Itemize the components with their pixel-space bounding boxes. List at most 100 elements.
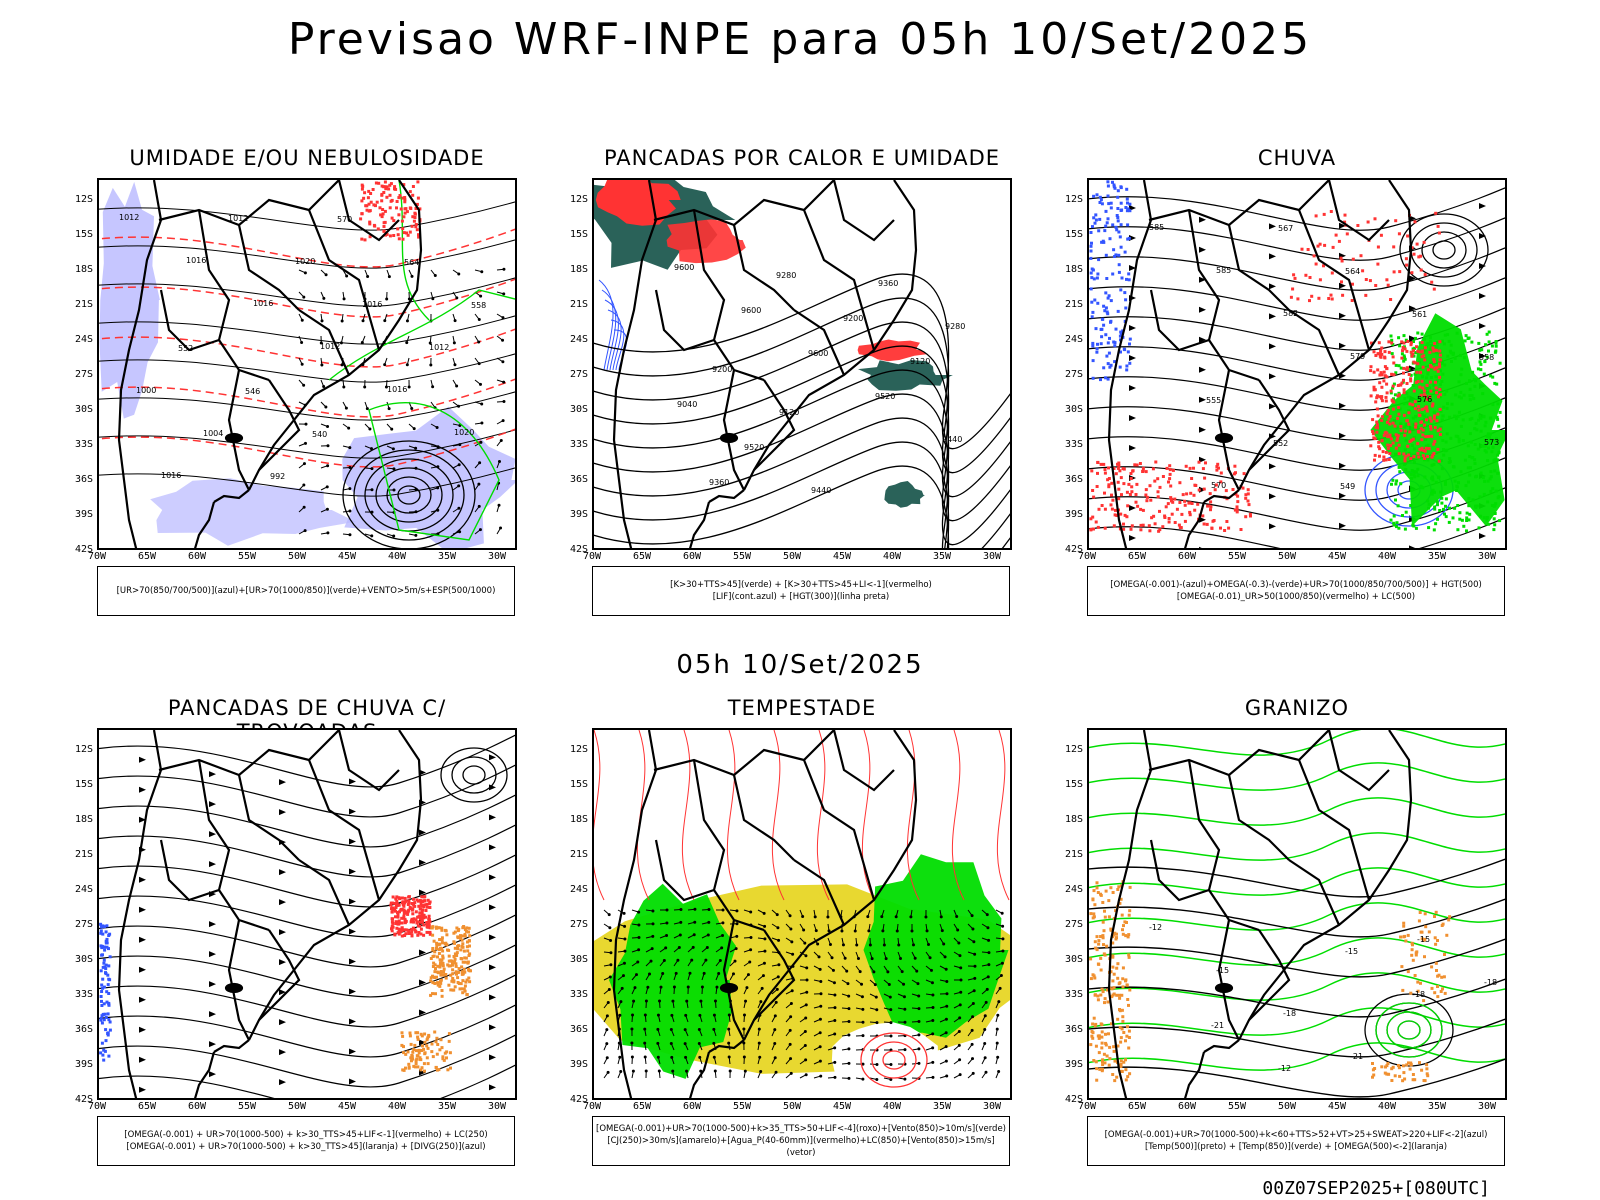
latitude-label: 27S <box>74 369 93 380</box>
longitude-label: 65W <box>137 551 157 562</box>
longitude-label: 60W <box>682 551 702 562</box>
legend-box: [OMEGA(-0.001)+UR>70(1000-500)+k>35_TTS>… <box>592 1116 1010 1166</box>
streamlines <box>99 734 515 1098</box>
longitude-label: 35W <box>932 1101 952 1112</box>
latitude-label: 15S <box>1064 229 1083 240</box>
contour-label: 9200 <box>712 365 732 374</box>
footer-run-info: 00Z07SEP2025+[080UTC] <box>1262 1178 1490 1199</box>
contour-labels: 585 585 582 579 576 573 570 567 564 561 558 555 552 5… <box>1149 223 1499 491</box>
geopotential-contours <box>594 273 1010 548</box>
latitude-label: 15S <box>74 779 93 790</box>
contour-label: 582 <box>1283 309 1298 318</box>
latitude-label: 30S <box>1064 954 1083 965</box>
longitude-label: 50W <box>1277 1101 1297 1112</box>
contour-labels: 1012 1016 1016 1012 1016 1020 1016 1012 1020 1016… <box>119 213 486 481</box>
legend-box: [OMEGA(-0.001)-(azul)+OMEGA(-0.3)-(verde… <box>1087 566 1505 616</box>
latitude-label: 21S <box>1064 849 1083 860</box>
map-panel-tempestade <box>592 728 1012 1100</box>
longitude-label: 50W <box>782 551 802 562</box>
map-canvas <box>594 730 1010 1098</box>
coastline-borders <box>1107 730 1413 1098</box>
contour-label: 573 <box>1484 438 1499 447</box>
contour-label: 9200 <box>843 314 863 323</box>
contour-label: 570 <box>337 215 352 224</box>
contour-label: 561 <box>1412 310 1427 319</box>
longitude-label: 70W <box>582 551 602 562</box>
longitude-label: 65W <box>632 1101 652 1112</box>
map-panel-pancadas-por-calor-e-umidade: 9600 9600 9600 9520 9440 9360 9280 9200 9120 9040… <box>592 178 1012 550</box>
longitude-label: 30W <box>487 1101 507 1112</box>
longitude-label: 65W <box>632 551 652 562</box>
legend-line: [Temp(500)](preto) + [Temp(850)](verde) … <box>1144 1142 1448 1152</box>
legend-line: [OMEGA(-0.001)+UR>70(1000-500)+k<60+TTS>… <box>1104 1130 1488 1140</box>
latitude-label: 15S <box>1064 779 1083 790</box>
divergence-blue-cells <box>99 922 112 1062</box>
contour-label: 1012 <box>119 213 139 222</box>
coastline-borders <box>1107 180 1413 548</box>
legend-line: [UR>70(850/700/500)](azul)+[UR>70(1000/8… <box>116 586 496 596</box>
longitude-label: 70W <box>582 1101 602 1112</box>
latitude-label: 12S <box>569 744 588 755</box>
contour-label: 9360 <box>709 478 729 487</box>
latitude-label: 36S <box>569 474 588 485</box>
contour-label: 585 <box>1149 223 1164 232</box>
longitude-label: 70W <box>87 1101 107 1112</box>
latitude-label: 39S <box>569 509 588 520</box>
thunderstorm-orange-cells <box>400 1030 452 1073</box>
calm-white-area <box>831 1022 940 1098</box>
longitude-label: 55W <box>1227 551 1247 562</box>
panel-title-pancadas-por-calor-e-umidade: PANCADAS POR CALOR E UMIDADE <box>603 146 1001 170</box>
rain-red-cells <box>1089 460 1252 533</box>
contour-label: 564 <box>1345 267 1360 276</box>
latitude-label: 39S <box>74 1059 93 1070</box>
contour-label: 552 <box>1273 439 1288 448</box>
main-title: Previsao WRF-INPE para 05h 10/Set/2025 <box>287 14 1313 65</box>
latitude-label: 39S <box>1064 509 1083 520</box>
latitude-label: 42S <box>74 544 93 555</box>
longitude-label: 60W <box>682 1101 702 1112</box>
legend-line: [OMEGA(-0.001) + UR>70(1000-500) + k>30_… <box>124 1130 488 1140</box>
contour-label: 1016 <box>186 256 206 265</box>
temp500-contours <box>1089 858 1505 1098</box>
longitude-label: 30W <box>1477 1101 1497 1112</box>
map-panel-chuva: 585 585 582 579 576 573 570 567 564 561 558 555 552 5… <box>1087 178 1507 550</box>
panel-title-granizo: GRANIZO <box>1244 696 1350 720</box>
contour-label: 9040 <box>677 400 697 409</box>
humidity-blue-area <box>150 478 356 546</box>
vortex-streamlines <box>440 747 508 803</box>
longitude-label: 60W <box>187 1101 207 1112</box>
contour-label: 9440 <box>811 486 831 495</box>
longitude-label: 50W <box>287 1101 307 1112</box>
legend-line: [LIF](cont.azul) + [HGT(300)](linha pret… <box>712 592 890 602</box>
contour-label: 9600 <box>808 349 828 358</box>
wind850-green-area <box>609 883 737 1079</box>
legend-line: [CJ(250)>30m/s](amarelo)+[Agua_P(40-60mm… <box>607 1136 995 1158</box>
latitude-label: 36S <box>569 1024 588 1035</box>
latitude-label: 12S <box>1064 744 1083 755</box>
temp850-green-contours <box>1089 730 1505 1071</box>
latitude-label: 39S <box>74 509 93 520</box>
contour-label: -18 <box>1412 990 1425 999</box>
longitude-label: 55W <box>237 1101 257 1112</box>
hail-orange-cells <box>1399 910 1452 1003</box>
legend-box: [OMEGA(-0.001)+UR>70(1000-500)+k<60+TTS>… <box>1087 1116 1505 1166</box>
longitude-label: 40W <box>1377 1101 1397 1112</box>
latitude-label: 27S <box>569 369 588 380</box>
latitude-label: 21S <box>74 849 93 860</box>
latitude-label: 33S <box>74 439 93 450</box>
map-canvas: 585 585 582 579 576 573 570 567 564 561 558 555 552 5… <box>1089 180 1505 548</box>
longitude-label: 65W <box>137 1101 157 1112</box>
coastline-borders <box>612 180 918 548</box>
longitude-label: 55W <box>1227 1101 1247 1112</box>
contour-label: 1016 <box>253 299 273 308</box>
latitude-label: 27S <box>74 919 93 930</box>
latitude-label: 18S <box>569 814 588 825</box>
contour-label: 1020 <box>454 428 474 437</box>
contour-label: -12 <box>1278 1064 1291 1073</box>
longitude-label: 60W <box>1177 551 1197 562</box>
instability-red-area <box>857 339 928 362</box>
longitude-label: 40W <box>882 551 902 562</box>
cold-core-contours <box>1364 993 1454 1067</box>
contour-label: -18 <box>1484 978 1497 987</box>
longitude-label: 55W <box>732 551 752 562</box>
